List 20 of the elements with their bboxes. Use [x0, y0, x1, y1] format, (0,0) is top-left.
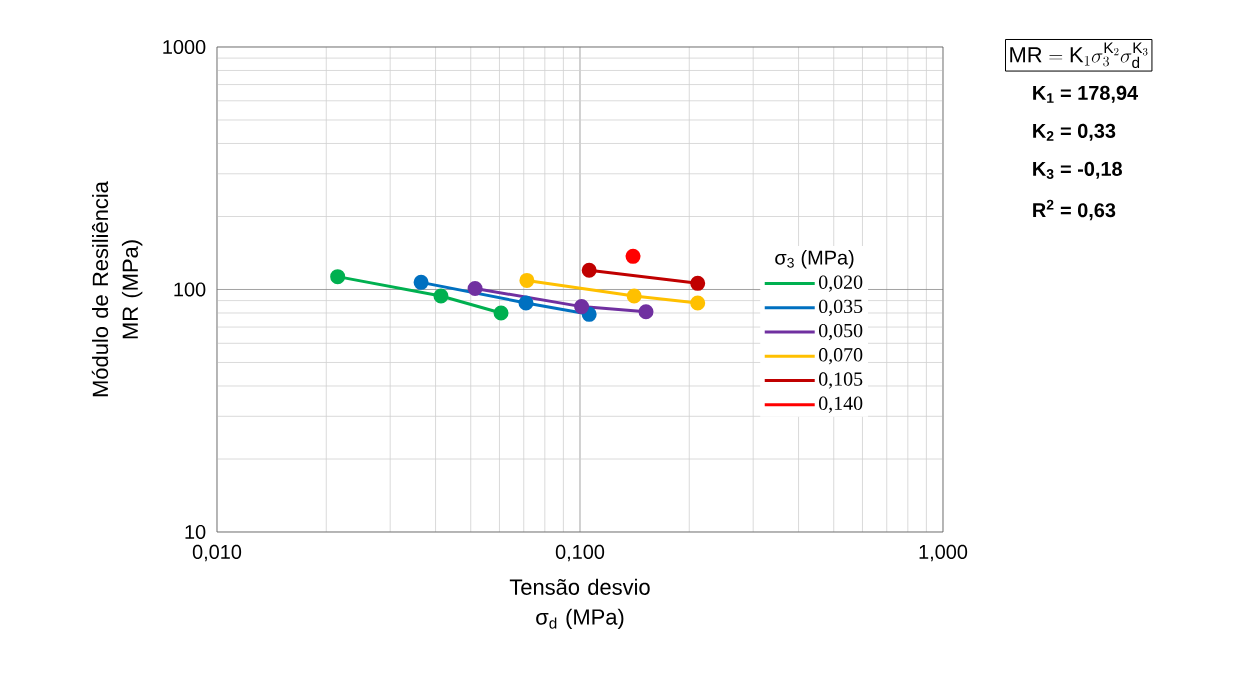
y-tick-label: 10 [185, 524, 206, 540]
legend-label: 0,050 [818, 323, 863, 341]
y-tick-label: 1000 [163, 39, 206, 55]
legend-label: 0,020 [818, 275, 863, 292]
legend-label: 0,105 [818, 372, 863, 389]
x-tick-label: 1,000 [919, 544, 968, 562]
y-axis-title: Módulo de Resiliência MR (MPa) [91, 181, 143, 397]
text: $\mathrm{MR}=\mathrm{K}_1\sigma_3^{\mathrm{K}_2}\sigma_\mathrm{d}^{\mathrm{K}_3}$ [1010, 42, 1148, 69]
y-tick-label: 100 [174, 282, 206, 297]
text: K$_{2}$ = 0,33 [1033, 123, 1116, 141]
legend-label: 0,140 [818, 396, 863, 413]
legend-title: σ$_{3}$ (MPa) [775, 250, 854, 269]
legend-label: 0,070 [818, 348, 863, 365]
x-tick-label: 0,010 [192, 544, 242, 562]
text: K$_{1}$ = 178,94 [1033, 85, 1139, 103]
x-tick-label: 0,100 [555, 544, 605, 562]
text: R$^{2}$ = 0,63 [1033, 199, 1116, 221]
legend-label: 0,035 [818, 299, 863, 316]
x-axis-title: Tensão desvio σ$_{d}$ (MPa) [509, 578, 650, 630]
text: K$_{3}$ = -0,18 [1033, 161, 1122, 179]
